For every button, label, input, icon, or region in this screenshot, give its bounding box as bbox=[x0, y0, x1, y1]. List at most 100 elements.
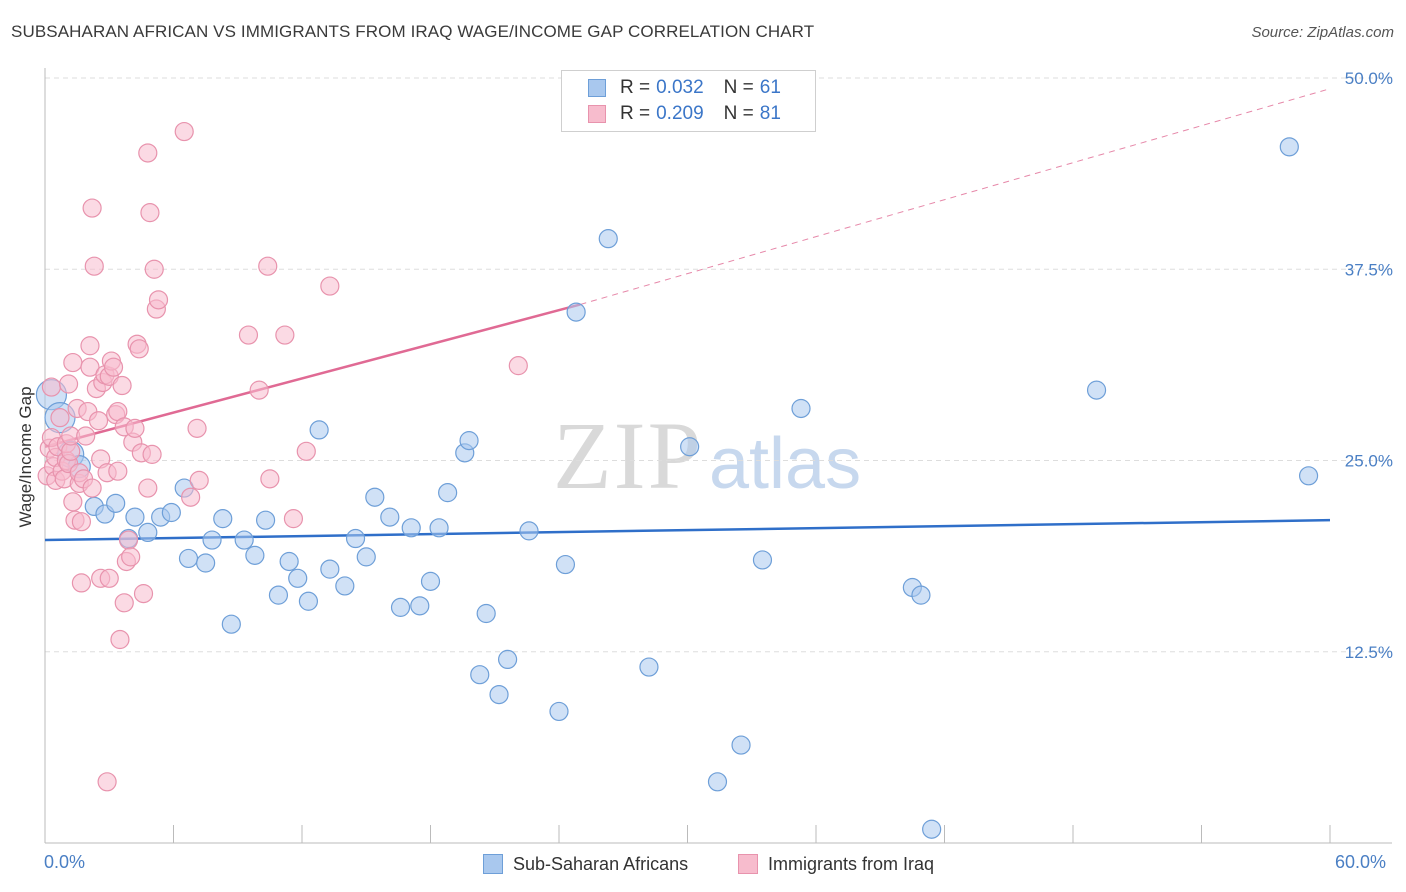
pink-point bbox=[144, 259, 164, 279]
blue-point bbox=[470, 665, 490, 685]
blue-point bbox=[245, 545, 265, 565]
y-tick-label: 25.0% bbox=[1345, 452, 1393, 471]
pink-point bbox=[133, 584, 154, 604]
blue-point bbox=[221, 614, 241, 634]
watermark-atlas: atlas bbox=[709, 424, 862, 504]
pink-point bbox=[82, 478, 102, 498]
blue-point bbox=[320, 559, 340, 579]
legend-row-iraq: R = 0.209 N = 81 bbox=[588, 103, 781, 125]
blue-point bbox=[1086, 380, 1107, 400]
blue-point bbox=[549, 701, 569, 722]
blue-point bbox=[178, 548, 199, 569]
blue-point bbox=[489, 684, 509, 705]
trend-line-subsaharan bbox=[44, 518, 1331, 542]
legend-r-label: R = bbox=[620, 77, 651, 98]
legend-row-subsaharan: R = 0.032 N = 61 bbox=[588, 77, 781, 99]
legend-n-value: 61 bbox=[759, 77, 781, 98]
blue-point bbox=[138, 522, 158, 543]
blue-point bbox=[429, 518, 449, 538]
pink-point bbox=[320, 276, 340, 296]
blue-point bbox=[345, 528, 366, 549]
pink-point bbox=[181, 487, 201, 507]
blue-point bbox=[401, 518, 421, 538]
pink-point bbox=[187, 418, 207, 438]
pink-point bbox=[114, 593, 134, 613]
pink-point bbox=[129, 339, 149, 359]
bottom-legend-label: Immigrants from Iraq bbox=[768, 853, 935, 874]
pink-point bbox=[80, 336, 100, 356]
legend-r-label: R = bbox=[620, 103, 651, 124]
pink-point bbox=[260, 469, 280, 489]
blue-point bbox=[365, 487, 385, 507]
pink-point bbox=[249, 380, 269, 400]
grid-lines bbox=[45, 77, 1392, 653]
pink-point bbox=[108, 461, 128, 481]
pink-point bbox=[112, 375, 132, 396]
blue-point bbox=[459, 431, 479, 451]
blue-point bbox=[420, 571, 441, 591]
pink-point bbox=[142, 444, 162, 464]
blue-point bbox=[288, 568, 308, 588]
pink-point bbox=[283, 509, 304, 529]
blue-point bbox=[390, 597, 411, 617]
blue-point bbox=[335, 576, 355, 596]
pink-point bbox=[71, 512, 92, 532]
blue-point bbox=[598, 229, 618, 249]
blue-point bbox=[519, 521, 539, 541]
pink-point bbox=[125, 418, 145, 438]
blue-point bbox=[752, 550, 773, 570]
blue-point bbox=[438, 483, 458, 503]
blue-point bbox=[639, 657, 659, 677]
legend-n-value: 81 bbox=[759, 103, 781, 124]
bottom-legend-subsaharan: Sub-Saharan Africans bbox=[483, 852, 688, 876]
pink-point bbox=[118, 530, 139, 550]
pink-point bbox=[103, 357, 124, 377]
blue-point bbox=[309, 420, 329, 440]
bottom-legend-swatch-pink bbox=[738, 854, 758, 874]
pink-point bbox=[41, 377, 62, 397]
legend-swatch-pink bbox=[588, 105, 606, 123]
pink-point bbox=[508, 356, 528, 376]
legend-r-value: 0.032 bbox=[656, 77, 704, 98]
blue-point bbox=[196, 553, 216, 573]
pink-point bbox=[140, 203, 160, 223]
pink-point bbox=[238, 325, 259, 345]
blue-point bbox=[410, 596, 430, 616]
y-tick-label: 37.5% bbox=[1345, 260, 1393, 279]
pink-point bbox=[84, 256, 104, 276]
blue-point bbox=[234, 530, 254, 550]
y-axis-label: Wage/Income Gap bbox=[16, 386, 35, 528]
pink-point bbox=[275, 325, 295, 345]
data-points bbox=[35, 121, 1319, 839]
y-tick-label: 12.5% bbox=[1345, 643, 1393, 662]
pink-point bbox=[296, 441, 316, 461]
pink-point bbox=[63, 352, 83, 373]
blue-point bbox=[911, 585, 931, 605]
blue-point bbox=[213, 509, 233, 529]
blue-point bbox=[255, 510, 276, 530]
bottom-legend-label: Sub-Saharan Africans bbox=[513, 853, 689, 874]
pink-point bbox=[76, 426, 96, 446]
pink-point bbox=[97, 772, 117, 792]
bottom-legend-iraq: Immigrants from Iraq bbox=[738, 852, 934, 876]
blue-point bbox=[707, 772, 728, 792]
watermark-zip: ZIP bbox=[553, 402, 703, 509]
blue-point bbox=[1279, 137, 1299, 157]
x-tick-label-max: 60.0% bbox=[1335, 852, 1387, 872]
blue-point bbox=[161, 502, 181, 523]
pink-point bbox=[82, 198, 102, 218]
blue-point bbox=[791, 398, 811, 419]
axes bbox=[44, 68, 1392, 844]
legend-r-value: 0.209 bbox=[656, 103, 704, 124]
y-tick-labels: 12.5% 25.0% 37.5% 50.0% bbox=[1345, 69, 1393, 662]
pink-point bbox=[138, 478, 158, 498]
pink-point bbox=[121, 547, 141, 567]
y-tick-label: 50.0% bbox=[1345, 69, 1393, 88]
pink-point bbox=[189, 470, 209, 490]
pink-point bbox=[80, 357, 100, 377]
blue-point bbox=[268, 585, 289, 605]
pink-point bbox=[88, 411, 109, 431]
source-label: Source: ZipAtlas.com bbox=[1251, 24, 1394, 41]
pink-point bbox=[63, 492, 83, 512]
